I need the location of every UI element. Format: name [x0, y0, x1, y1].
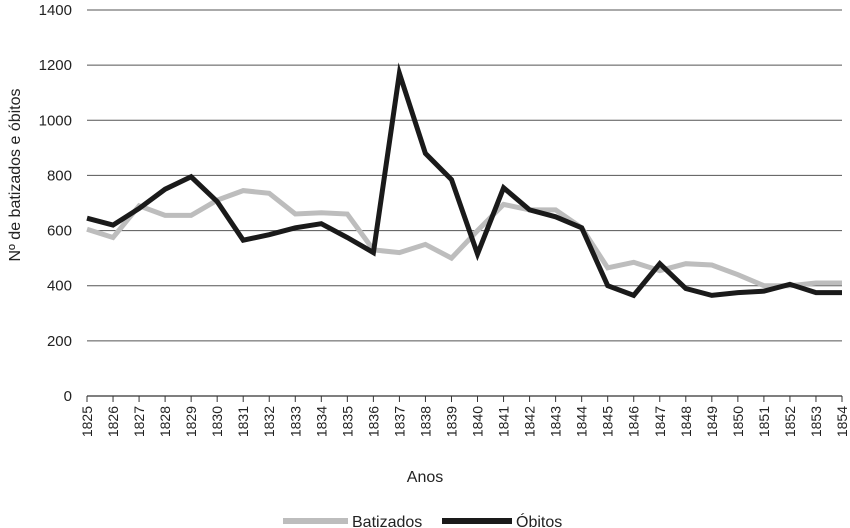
x-tick-label: 1839 [443, 406, 459, 437]
x-tick-label: 1825 [79, 406, 95, 437]
x-tick-label: 1846 [626, 406, 642, 437]
legend-label: Batizados [352, 514, 422, 528]
x-tick-label: 1835 [339, 406, 355, 437]
series-line-óbitos [86, 62, 842, 299]
x-tick-label: 1849 [704, 406, 720, 437]
x-tick-label: 1830 [209, 406, 225, 437]
x-tick-label: 1854 [834, 406, 850, 437]
legend-label: Óbitos [516, 512, 562, 528]
y-tick-label: 600 [47, 223, 72, 240]
x-tick-label: 1853 [808, 406, 824, 437]
x-tick-label: 1838 [417, 406, 433, 437]
x-tick-label: 1826 [105, 406, 121, 437]
x-tick-label: 1851 [756, 406, 772, 437]
x-tick-label: 1840 [470, 406, 486, 437]
x-tick-label: 1827 [131, 406, 147, 437]
x-tick-label: 1845 [600, 406, 616, 437]
y-tick-label: 800 [47, 167, 72, 184]
y-tick-label: 0 [64, 388, 72, 405]
x-tick-label: 1844 [574, 406, 590, 437]
legend: Batizados Óbitos [283, 512, 562, 528]
x-tick-label: 1836 [365, 406, 381, 437]
x-tick-label: 1833 [287, 406, 303, 437]
series-line-batizados [86, 188, 842, 289]
y-tick-label: 1400 [39, 2, 72, 19]
y-tick-label: 1200 [39, 57, 72, 74]
x-tick-label: 1847 [652, 406, 668, 437]
y-axis-ticks: 0 200 400 600 800 1000 1200 1400 [39, 2, 72, 405]
x-axis [86, 395, 843, 402]
series-lines [86, 62, 842, 299]
y-tick-label: 1000 [39, 112, 72, 129]
x-tick-label: 1852 [782, 406, 798, 437]
x-tick-label: 1841 [496, 406, 512, 437]
x-tick-label: 1843 [548, 406, 564, 437]
x-tick-label: 1850 [730, 406, 746, 437]
x-tick-label: 1842 [522, 406, 538, 437]
y-tick-label: 200 [47, 333, 72, 350]
x-tick-label: 1829 [183, 406, 199, 437]
x-tick-label: 1828 [157, 406, 173, 437]
y-tick-label: 400 [47, 278, 72, 295]
x-tick-label: 1832 [261, 406, 277, 437]
x-tick-label: 1831 [235, 406, 251, 437]
y-axis-title: Nº de batizados e óbitos [7, 88, 24, 261]
x-tick-label: 1837 [391, 406, 407, 437]
x-axis-ticks: 1825 1826 1827 1828 1829 1830 1831 1832 1833 1834… [79, 406, 850, 437]
x-axis-title: Anos [407, 469, 443, 486]
x-tick-label: 1834 [313, 406, 329, 437]
x-tick-label: 1848 [678, 406, 694, 437]
gridlines [87, 9, 842, 342]
